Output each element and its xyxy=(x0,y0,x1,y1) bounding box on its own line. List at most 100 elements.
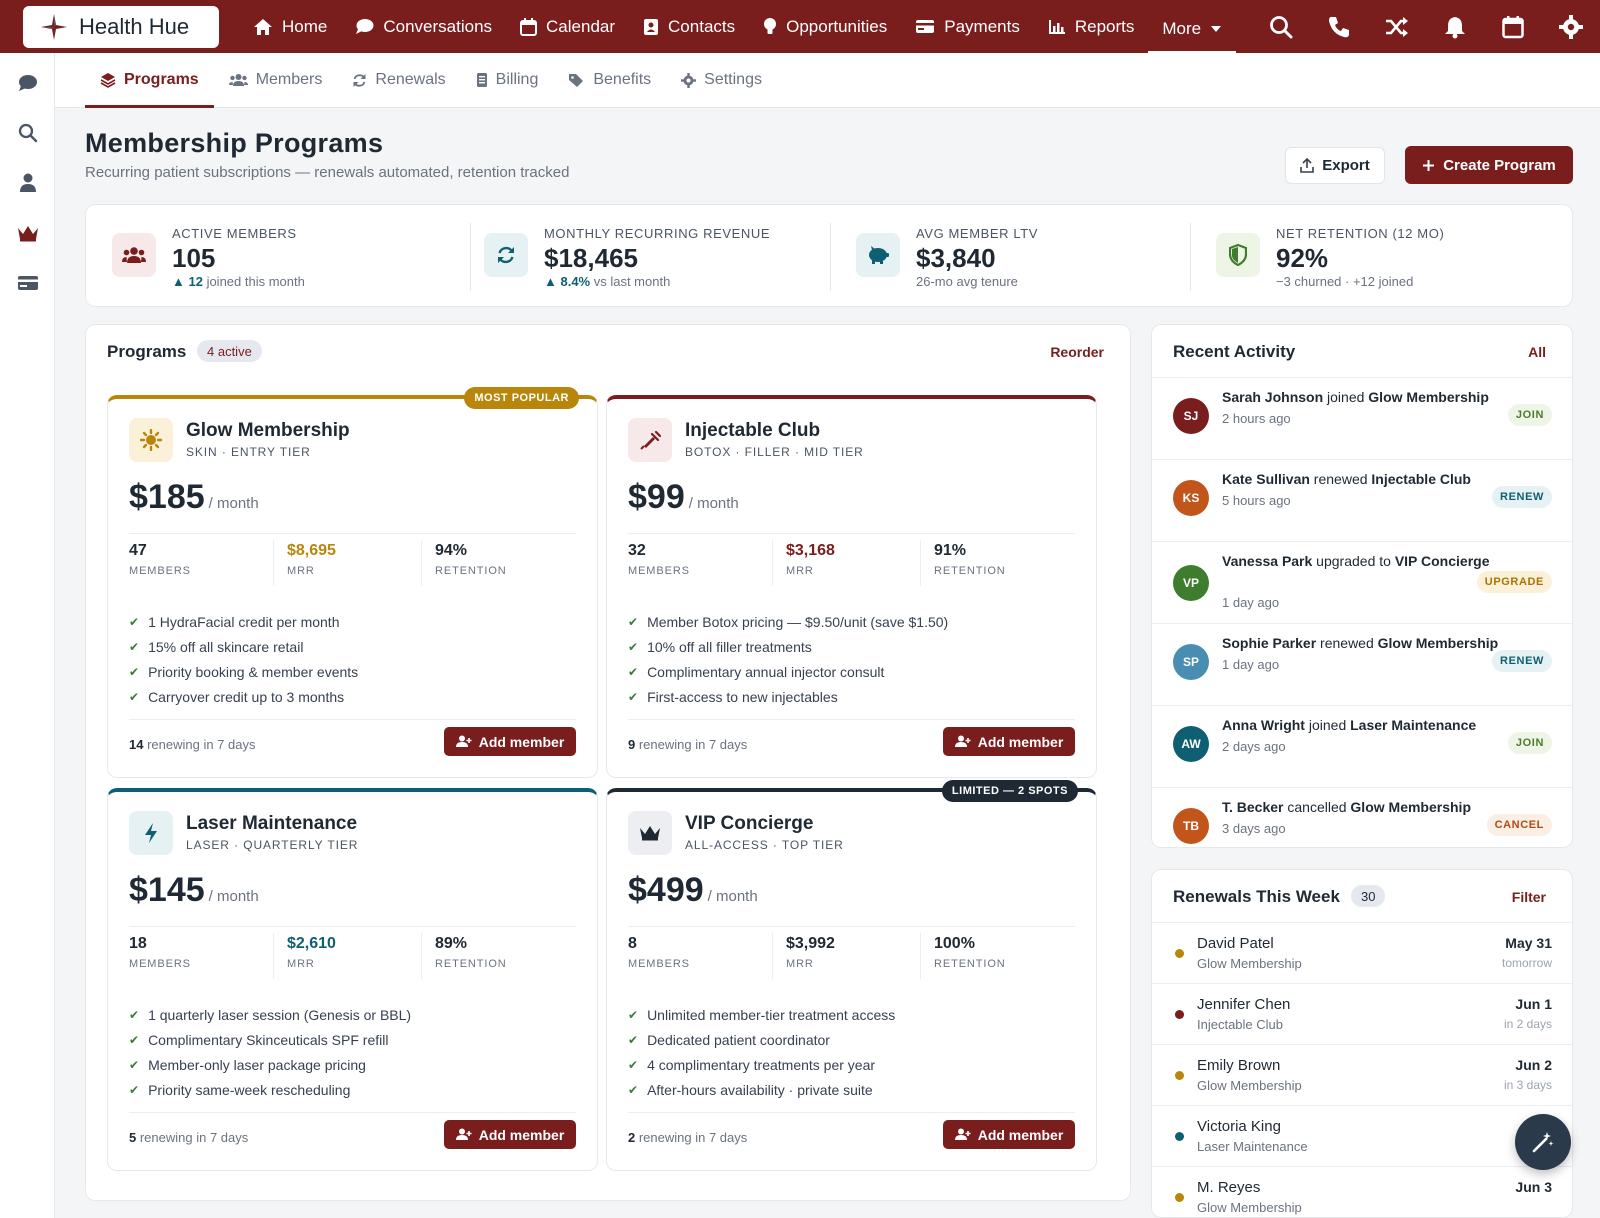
renewal-item[interactable]: M. Reyes Glow Membership Jun 3 xyxy=(1152,1166,1572,1217)
benefit-text: First-access to new injectables xyxy=(647,688,838,705)
stat-ltv: AVG MEMBER LTV $3,840 26-mo avg tenure xyxy=(830,205,1202,308)
renewal-date: May 31 xyxy=(1505,935,1552,951)
nav-more[interactable]: More xyxy=(1148,7,1237,53)
magic-assist-button[interactable] xyxy=(1515,1114,1571,1170)
metric-label: RETENTION xyxy=(435,958,507,970)
nav-contacts[interactable]: Contacts xyxy=(629,0,749,53)
shuffle-button[interactable] xyxy=(1368,0,1426,53)
activity-time: 2 days ago xyxy=(1222,739,1286,754)
activity-item[interactable]: SP Sophie Parker renewed Glow Membership 1… xyxy=(1152,623,1572,705)
program-card[interactable]: Laser Maintenance LASER · QUARTERLY TIER $… xyxy=(107,788,598,1171)
nav-home[interactable]: Home xyxy=(239,0,341,53)
user-plus-icon xyxy=(455,735,472,747)
nav-conversations[interactable]: Conversations xyxy=(341,0,506,53)
price-period: / month xyxy=(707,888,758,905)
nav-reports[interactable]: Reports xyxy=(1034,0,1149,53)
benefit-item: ✔ After-hours availability · private suit… xyxy=(628,1077,895,1102)
program-tier: SKIN · ENTRY TIER xyxy=(186,445,311,459)
reorder-link[interactable]: Reorder xyxy=(1050,344,1104,360)
tab-programs[interactable]: Programs xyxy=(85,53,214,108)
programs-panel: Programs 4 active Reorder MOST POPULAR Gl… xyxy=(85,324,1131,1201)
crown-icon xyxy=(628,811,672,855)
metric-label: MRR xyxy=(287,958,315,970)
app-logo[interactable]: Health Hue xyxy=(23,5,219,48)
nav-opportunities[interactable]: Opportunities xyxy=(749,0,901,53)
tab-benefits[interactable]: Benefits xyxy=(553,53,666,108)
phone-button[interactable] xyxy=(1310,0,1368,53)
notifications-button[interactable] xyxy=(1426,0,1484,53)
nav-payments-label: Payments xyxy=(944,16,1020,36)
sidebar-chat-button[interactable] xyxy=(16,71,40,95)
nav-conversations-label: Conversations xyxy=(383,16,493,36)
program-card[interactable]: Injectable Club BOTOX · FILLER · MID TIER… xyxy=(606,395,1097,778)
check-icon: ✔ xyxy=(129,1057,140,1072)
benefits-list: ✔ 1 HydraFacial credit per month ✔ 15% off … xyxy=(129,609,358,709)
activity-item[interactable]: TB T. Becker cancelled Glow Membership 3 d… xyxy=(1152,787,1572,869)
nav-calendar[interactable]: Calendar xyxy=(506,0,629,53)
activity-text: Kate Sullivan renewed Injectable Club xyxy=(1222,469,1502,489)
app-name: Health Hue xyxy=(79,13,190,39)
chat-bubble-icon xyxy=(356,19,374,34)
metric-value: 91% xyxy=(934,542,967,559)
metric-members: 18 MEMBERS xyxy=(129,935,191,970)
activity-verb: upgraded to xyxy=(1312,553,1395,569)
renewals-filter-link[interactable]: Filter xyxy=(1511,889,1546,905)
stat-net-retention: NET RETENTION (12 MO) 92% −3 churned · +… xyxy=(1190,205,1572,308)
sidebar-search-button[interactable] xyxy=(16,121,40,145)
nav-payments[interactable]: Payments xyxy=(901,0,1034,53)
sidebar-memberships-button[interactable] xyxy=(16,221,40,245)
tab-members[interactable]: Members xyxy=(214,53,338,108)
tab-billing[interactable]: Billing xyxy=(461,53,554,108)
calendar-button[interactable] xyxy=(1484,0,1542,53)
activity-text: Vanessa Park upgraded to VIP Concierge xyxy=(1222,551,1502,571)
renewals-title: Renewals This Week xyxy=(1173,887,1340,906)
activity-all-link[interactable]: All xyxy=(1528,344,1546,360)
metric-label: RETENTION xyxy=(435,565,507,577)
program-card[interactable]: MOST POPULAR Glow Membership SKIN · ENTRY … xyxy=(107,387,598,778)
activity-item[interactable]: SJ Sarah Johnson joined Glow Membership 2 … xyxy=(1152,377,1572,459)
benefit-item: ✔ Carryover credit up to 3 months xyxy=(129,684,358,709)
stat-divider xyxy=(470,223,471,291)
sidebar-payments-button[interactable] xyxy=(16,271,40,295)
export-button[interactable]: Export xyxy=(1285,147,1385,184)
activity-item[interactable]: AW Anna Wright joined Laser Maintenance 2 … xyxy=(1152,705,1572,787)
renewal-relative: in 2 days xyxy=(1503,1017,1552,1031)
settings-button[interactable] xyxy=(1542,0,1600,53)
stat-sub-text: −3 churned · +12 joined xyxy=(1276,274,1414,289)
check-icon: ✔ xyxy=(129,1082,140,1097)
sidebar-person-button[interactable] xyxy=(16,171,40,195)
search-icon xyxy=(1270,15,1293,38)
activity-what: Glow Membership xyxy=(1350,799,1471,815)
bolt-icon xyxy=(129,811,173,855)
users-icon xyxy=(112,233,156,277)
benefits-list: ✔ 1 quarterly laser session (Genesis or B… xyxy=(129,1002,411,1102)
add-member-button[interactable]: Add member xyxy=(444,1120,576,1149)
tab-settings[interactable]: Settings xyxy=(666,53,777,108)
tab-renewals[interactable]: Renewals xyxy=(337,53,460,108)
create-program-button[interactable]: Create Program xyxy=(1405,146,1573,184)
add-member-button[interactable]: Add member xyxy=(943,1120,1075,1149)
activity-who: Sarah Johnson xyxy=(1222,389,1324,405)
renewal-item[interactable]: David Patel Glow Membership May 31 tomorrow xyxy=(1152,922,1572,983)
metric-mrr: $3,168 MRR xyxy=(786,542,835,577)
search-button[interactable] xyxy=(1252,0,1310,53)
renewal-item[interactable]: Jennifer Chen Injectable Club Jun 1 in 2 da… xyxy=(1152,983,1572,1044)
stat-sub: ▲ 8.4% vs last month xyxy=(544,274,670,289)
program-name: Glow Membership xyxy=(186,420,350,441)
metric-value: $3,992 xyxy=(786,935,835,952)
benefit-text: Priority booking & member events xyxy=(148,663,359,680)
activity-item[interactable]: VP Vanessa Park upgraded to VIP Concierge… xyxy=(1152,541,1572,623)
program-card[interactable]: LIMITED — 2 SPOTS VIP Concierge ALL-ACCESS… xyxy=(606,780,1097,1171)
activity-verb: renewed xyxy=(1316,635,1378,651)
add-member-button[interactable]: Add member xyxy=(943,727,1075,756)
benefit-text: Complimentary Skinceuticals SPF refill xyxy=(148,1031,389,1048)
metric-members: 32 MEMBERS xyxy=(628,542,690,577)
metric-value: $2,610 xyxy=(287,935,336,952)
calendar-icon xyxy=(1502,15,1524,38)
activity-item[interactable]: KS Kate Sullivan renewed Injectable Club 5… xyxy=(1152,459,1572,541)
renewal-item[interactable]: Emily Brown Glow Membership Jun 2 in 3 days xyxy=(1152,1044,1572,1105)
add-member-button[interactable]: Add member xyxy=(444,727,576,756)
benefit-item: ✔ Complimentary annual injector consult xyxy=(628,659,948,684)
divider xyxy=(628,533,1075,534)
